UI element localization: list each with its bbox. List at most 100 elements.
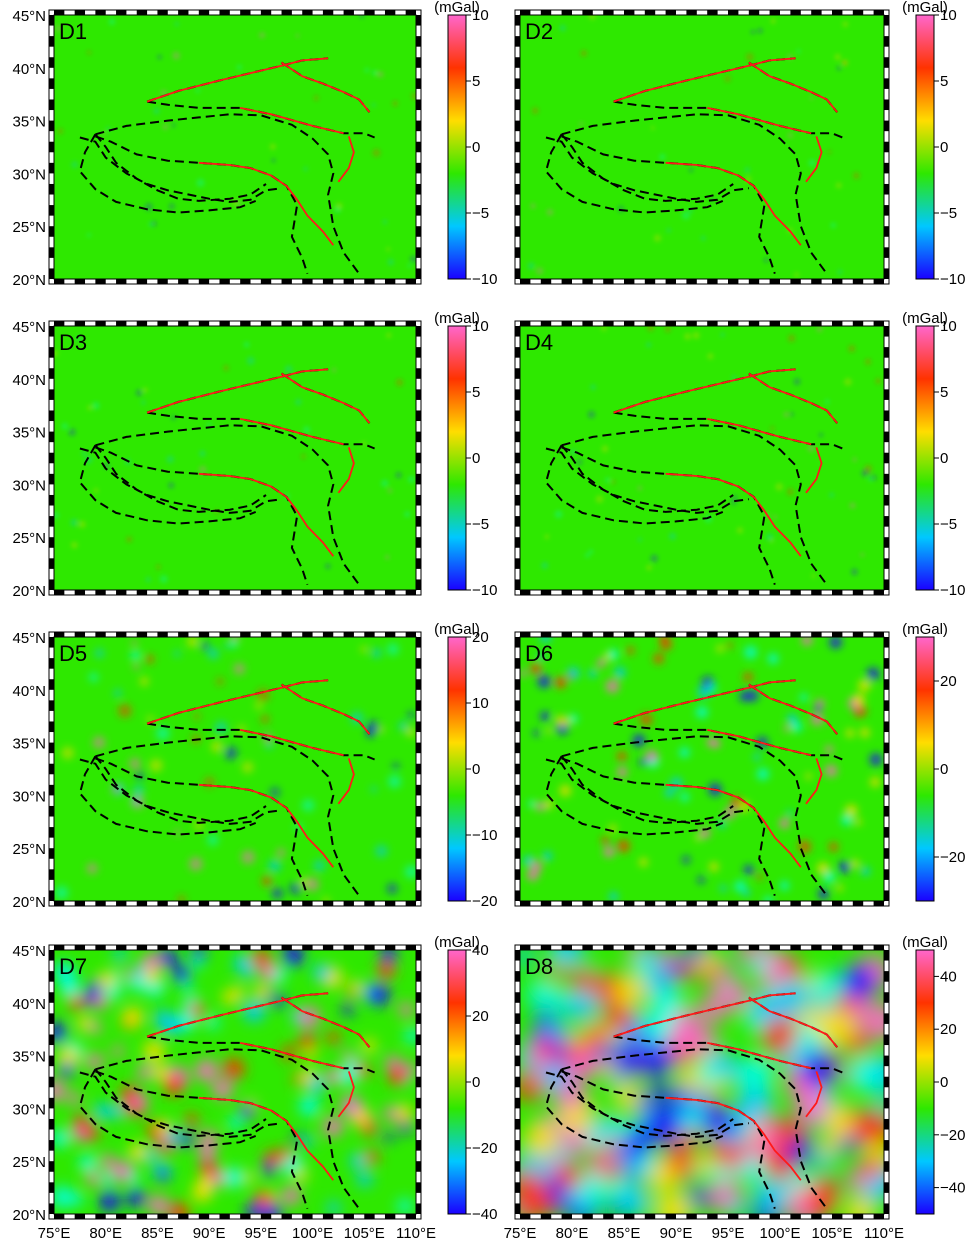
fault-line xyxy=(337,1071,355,1118)
colorbar-tick-label: −5 xyxy=(940,516,957,533)
colorbar-tick-label: −10 xyxy=(472,582,497,599)
heatmap-background xyxy=(54,637,416,901)
colorbar-tick-label: 10 xyxy=(940,7,957,24)
colorbar-tick-label: −20 xyxy=(940,849,965,866)
lat-tick-label: 45°N xyxy=(12,630,46,647)
fault-line xyxy=(281,683,371,735)
fault-line xyxy=(665,783,802,868)
panel-d8: D8 75°E 80°E 85°E 90°E 95°E 100°E 105°E 110°E (mG… xyxy=(504,934,966,1242)
boundary-line xyxy=(79,136,282,203)
fault-line xyxy=(240,418,344,446)
colorbar-tick-label: 0 xyxy=(472,761,480,778)
tectonic-boundaries xyxy=(78,57,375,275)
lat-tick-label: 25°N xyxy=(12,219,46,236)
boundary-line xyxy=(95,735,360,897)
colorbar-tick-label: 5 xyxy=(472,384,480,401)
colorbar-gradient xyxy=(915,636,935,902)
colorbar-unit: (mGal) xyxy=(434,934,480,951)
heatmap-background xyxy=(520,326,884,590)
tectonic-boundaries xyxy=(78,992,375,1210)
panel-d7: D7 45°N 40°N 35°N 30°N 25°N 20°N75°E 80°E 85°E 90… xyxy=(12,934,497,1242)
boundary-line xyxy=(146,100,375,139)
colorbar-tick-label: 20 xyxy=(472,629,489,646)
tectonic-boundaries xyxy=(544,679,843,897)
tectonic-boundaries xyxy=(78,679,375,897)
fault-line xyxy=(748,61,838,113)
lon-tick-label: 100°E xyxy=(759,1225,800,1241)
boundary-line xyxy=(561,1048,828,1210)
boundary-line xyxy=(94,755,267,824)
colorbar-tick-label: 20 xyxy=(940,1021,957,1038)
lon-tick-label: 105°E xyxy=(344,1225,385,1241)
fault-line xyxy=(337,136,355,183)
lat-tick-label: 40°N xyxy=(12,372,46,389)
lat-tick-label: 45°N xyxy=(12,8,46,25)
fault-line xyxy=(665,161,802,246)
anomaly-field xyxy=(520,637,883,901)
colorbar-tick-label: −5 xyxy=(940,205,957,222)
fault-line xyxy=(748,996,838,1048)
fault-line xyxy=(146,368,329,414)
fault-line xyxy=(281,996,371,1048)
colorbar-tick-label: 0 xyxy=(940,450,948,467)
panel-d3: D3 45°N 40°N 35°N 30°N 25°N 20°N (mGal) −10 −5 0 5 1… xyxy=(12,310,497,600)
fault-line xyxy=(665,1096,802,1181)
fault-line xyxy=(707,418,812,446)
tectonic-boundaries xyxy=(544,992,843,1210)
fault-line xyxy=(613,679,796,725)
colorbar: (mGal) −10 −5 0 5 10 xyxy=(434,310,497,599)
colorbar-tick-label: 0 xyxy=(940,139,948,156)
lon-tick-label: 80°E xyxy=(89,1225,122,1241)
fault-line xyxy=(146,57,329,103)
lon-tick-label: 90°E xyxy=(660,1225,693,1241)
colorbar: (mGal) −10 −5 0 5 10 xyxy=(434,0,497,288)
lon-tick-label: 95°E xyxy=(712,1225,745,1241)
lon-tick-label: 105°E xyxy=(811,1225,852,1241)
colorbar-tick-label: 0 xyxy=(940,761,948,778)
boundary-line xyxy=(79,447,282,514)
fault-line xyxy=(665,472,802,557)
boundary-line xyxy=(613,722,843,761)
colorbar-tick-label: −10 xyxy=(472,271,497,288)
fault-line xyxy=(240,1042,344,1070)
panel-label: D8 xyxy=(525,954,553,979)
colorbar-tick-label: 0 xyxy=(472,1074,480,1091)
lat-tick-label: 35°N xyxy=(12,425,46,442)
colorbar-tick-label: −40 xyxy=(940,1180,965,1197)
panel-label: D1 xyxy=(59,19,87,44)
boundary-line xyxy=(560,1068,734,1137)
map-frame xyxy=(514,9,890,285)
panel-d2: D2 (mGal) −10 −5 0 5 10 xyxy=(514,0,965,288)
boundary-line xyxy=(560,133,734,202)
boundary-line xyxy=(545,447,749,514)
colorbar-tick-label: 40 xyxy=(472,942,489,959)
colorbar-tick-label: −20 xyxy=(472,1140,497,1157)
lat-tick-label: 20°N xyxy=(12,583,46,600)
colorbar-unit: (mGal) xyxy=(434,621,480,638)
fault-line xyxy=(198,472,335,557)
boundary-line xyxy=(146,722,375,761)
boundary-line xyxy=(95,113,360,275)
map-frame xyxy=(48,320,422,596)
lon-tick-label: 75°E xyxy=(38,1225,71,1241)
lat-tick-label: 20°N xyxy=(12,272,46,289)
map-frame xyxy=(48,944,422,1220)
fault-line xyxy=(337,758,355,805)
fault-line xyxy=(748,683,838,735)
anomaly-field xyxy=(54,15,416,268)
boundary-line xyxy=(78,755,257,836)
colorbar-tick-label: −10 xyxy=(472,827,497,844)
boundary-line xyxy=(561,424,828,586)
colorbar: (mGal) −40 −20 0 20 40 xyxy=(434,934,497,1223)
boundary-line xyxy=(544,444,724,525)
lat-tick-label: 30°N xyxy=(12,788,46,805)
colorbar-tick-label: 0 xyxy=(472,139,480,156)
tectonic-boundaries xyxy=(544,57,843,275)
lon-tick-label: 85°E xyxy=(608,1225,641,1241)
lon-tick-label: 110°E xyxy=(396,1225,436,1241)
boundary-line xyxy=(95,424,360,586)
colorbar-gradient xyxy=(447,949,467,1215)
colorbar-tick-label: 5 xyxy=(940,384,948,401)
fault-line xyxy=(198,783,335,868)
fault-line xyxy=(805,136,823,183)
